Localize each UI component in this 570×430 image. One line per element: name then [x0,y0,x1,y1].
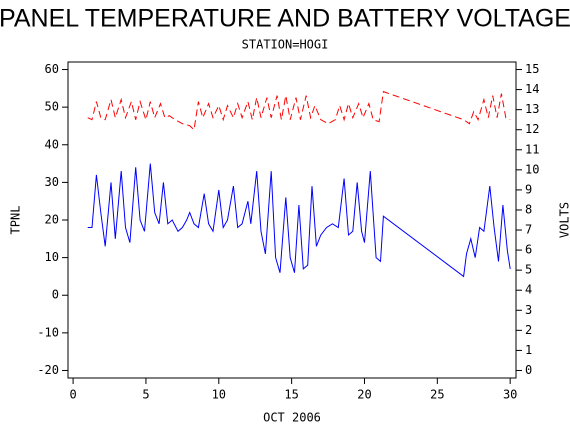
x-tick-label: 10 [212,388,226,402]
y-tick-label: 10 [45,250,59,264]
y-tick-label: 60 [45,62,59,76]
x-tick-label: 20 [357,388,371,402]
x-axis-label: OCT 2006 [263,411,321,425]
y-tick-label: 0 [52,288,59,302]
y2-tick-label: 13 [525,102,539,116]
y2-tick-label: 12 [525,122,539,136]
y-tick-label: 50 [45,100,59,114]
y-tick-label: 40 [45,137,59,151]
data-line [87,90,511,131]
y2-tick-label: 0 [525,363,532,377]
y-tick-label: -20 [37,363,59,377]
y2-tick-label: 1 [525,343,532,357]
chart-subtitle: STATION=HOGI [242,38,329,52]
x-tick-label: 15 [284,388,298,402]
y2-tick-label: 6 [525,243,532,257]
y-tick-label: 30 [45,175,59,189]
y2-axis-label: VOLTS [558,202,570,238]
x-tick-label: 30 [503,388,517,402]
x-tick-label: 5 [142,388,149,402]
data-line [87,163,511,278]
y2-tick-label: 2 [525,323,532,337]
x-tick-label: 0 [69,388,76,402]
chart-title: PANEL TEMPERATURE AND BATTERY VOLTAGE [0,5,570,33]
plot-frame [67,61,517,379]
y2-tick-label: 10 [525,162,539,176]
y2-tick-label: 8 [525,202,532,216]
y-tick-label: -10 [37,325,59,339]
y-tick-label: 20 [45,213,59,227]
y2-tick-label: 9 [525,182,532,196]
y2-tick-label: 11 [525,142,539,156]
y2-tick-label: 14 [525,82,539,96]
y2-tick-label: 7 [525,223,532,237]
y2-tick-label: 15 [525,62,539,76]
y2-tick-label: 4 [525,283,532,297]
y-axis-label: TPNL [9,206,23,235]
x-tick-label: 25 [430,388,444,402]
y2-tick-label: 5 [525,263,532,277]
y2-tick-label: 3 [525,303,532,317]
